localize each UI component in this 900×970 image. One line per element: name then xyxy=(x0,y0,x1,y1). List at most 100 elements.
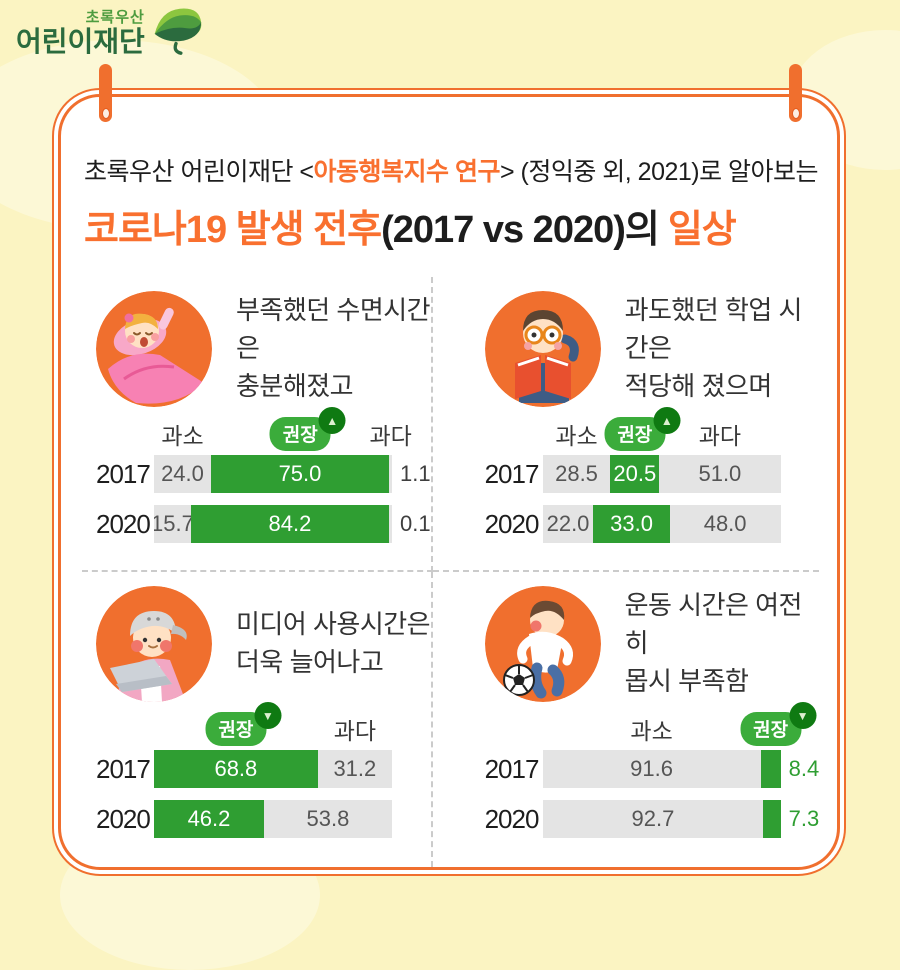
year-label: 2020 xyxy=(96,803,151,834)
year-label: 2017 xyxy=(96,753,151,784)
column-header: 과다 xyxy=(659,419,780,449)
panel-caption: 운동 시간은 여전히 몹시 부족함 xyxy=(625,587,820,700)
year-label: 2017 xyxy=(484,458,540,489)
bar-segment: 51.0 xyxy=(659,455,781,493)
bar-segment xyxy=(389,505,392,543)
soccer-child-illustration xyxy=(484,586,601,702)
chart-row: 2020 46.2 53.8 xyxy=(96,800,431,838)
recommended-badge: 권장 ▲ xyxy=(269,407,346,451)
year-label: 2020 xyxy=(484,508,540,539)
chart-row: 2017 24.0 75.0 1.1 xyxy=(96,455,431,493)
caption-line: 부족했던 수면시간은 xyxy=(236,295,431,364)
stacked-bar: 68.8 31.2 xyxy=(154,750,392,788)
stacked-bar: 92.7 xyxy=(542,800,781,838)
paper-pin-icon xyxy=(99,64,112,122)
exercise-time-chart: 과소 권장 ▼ 2017 91.6 8.4 2020 92.7 7.3 xyxy=(484,702,820,838)
column-header: 권장 ▲ xyxy=(211,407,389,451)
bar-segment: 53.8 xyxy=(263,800,392,838)
recommended-badge: 권장 ▲ xyxy=(604,407,681,451)
chart-row: 2017 68.8 31.2 xyxy=(96,750,431,788)
bar-segment: 20.5 xyxy=(610,455,660,493)
column-header: 권장 ▼ xyxy=(154,702,318,746)
foundation-logo-text: 초록우산 어린이재단 xyxy=(16,6,145,56)
column-label: 과소 xyxy=(161,423,204,449)
year-label: 2020 xyxy=(484,803,540,834)
bar-segment: 68.8 xyxy=(154,750,318,788)
chart-row: 2020 22.0 33.0 48.0 xyxy=(485,505,820,543)
panel-study: 과도했던 학업 시간은 적당해 졌으며 과소 권장 ▲ 과다 2017 28.5 20.5 5… xyxy=(432,277,820,572)
panel-sleep: 부족했던 수면시간은 충분해졌고 과소 권장 ▲ 과다 2017 24.0 75.0 1.1 2… xyxy=(82,277,433,572)
chart-column-headers: 과소 권장 ▲ 과다 xyxy=(543,407,781,451)
column-header: 과소 xyxy=(154,419,211,449)
caption-line: 충분해졌고 xyxy=(236,370,354,401)
logo-line-large: 어린이재단 xyxy=(16,26,145,57)
card-content: 초록우산 어린이재단 <아동행복지수 연구> (정익중 외, 2021)로 알아… xyxy=(70,106,828,867)
panel-exercise-top: 운동 시간은 여전히 몹시 부족함 xyxy=(484,586,820,702)
caption-line: 적당해 졌으며 xyxy=(624,370,773,401)
bar-segment: 33.0 xyxy=(593,505,670,543)
bar-segment: 28.5 xyxy=(542,455,611,493)
caption-line: 운동 시간은 여전히 xyxy=(624,590,803,659)
trend-up-icon: ▲ xyxy=(653,407,681,434)
stacked-bar: 91.6 xyxy=(542,750,781,788)
paper-pin-icon xyxy=(789,64,802,122)
column-label: 과소 xyxy=(555,423,598,449)
bar-segment: 91.6 xyxy=(542,750,761,788)
chart-column-headers: 권장 ▼ 과다 xyxy=(154,702,392,746)
year-label: 2017 xyxy=(484,753,540,784)
bar-segment: 22.0 xyxy=(542,505,594,543)
trend-down-icon: ▼ xyxy=(254,702,282,729)
stacked-bar: 15.784.2 xyxy=(154,505,392,543)
column-label: 과다 xyxy=(333,718,377,744)
chart-column-headers: 과소 권장 ▼ xyxy=(543,702,817,746)
bar-segment: 31.2 xyxy=(317,750,392,788)
column-header: 과다 xyxy=(370,419,412,449)
panel-media: 미디어 사용시간은 더욱 늘어나고 권장 ▼ 과다 2017 68.8 31.2 2020 4… xyxy=(82,572,433,867)
bar-segment: 84.2 xyxy=(190,505,389,543)
green-umbrella-leaf-icon xyxy=(147,4,205,61)
reading-child-illustration xyxy=(484,291,601,407)
study-time-chart: 과소 권장 ▲ 과다 2017 28.5 20.5 51.0 2020 22.0 33.0 48.0 xyxy=(484,407,820,543)
caption-line: 더욱 늘어나고 xyxy=(236,647,384,677)
laptop-child-illustration xyxy=(96,586,212,702)
column-header: 권장 ▲ xyxy=(604,407,681,451)
recommended-badge: 권장 ▼ xyxy=(740,702,817,746)
panel-caption: 과도했던 학업 시간은 적당해 졌으며 xyxy=(625,292,820,405)
trend-down-icon: ▼ xyxy=(789,702,817,729)
title-dark: (2017 vs 2020)의 xyxy=(381,209,660,251)
bar-segment xyxy=(389,455,392,493)
infographic-card-inner-border: 초록우산 어린이재단 <아동행복지수 연구> (정익중 외, 2021)로 알아… xyxy=(58,94,840,870)
chart-column-headers: 과소 권장 ▲ 과다 xyxy=(154,407,412,451)
intro-line: 초록우산 어린이재단 <아동행복지수 연구> (정익중 외, 2021)로 알아… xyxy=(84,152,819,188)
stacked-bar: 22.0 33.0 48.0 xyxy=(542,505,781,543)
infographic-card: 초록우산 어린이재단 <아동행복지수 연구> (정익중 외, 2021)로 알아… xyxy=(52,88,846,876)
intro-suffix: > (정익중 외, 2021)로 알아보는 xyxy=(499,158,819,186)
sleeping-child-illustration xyxy=(96,291,212,407)
chart-row: 2020 92.7 7.3 xyxy=(484,800,820,838)
panel-grid: 부족했던 수면시간은 충분해졌고 과소 권장 ▲ 과다 2017 24.0 75.0 1.1 2… xyxy=(82,277,820,867)
stacked-bar: 28.5 20.5 51.0 xyxy=(542,455,781,493)
column-header: 권장 ▼ xyxy=(740,702,817,746)
trend-up-icon: ▲ xyxy=(318,407,346,434)
bar-segment: 92.7 xyxy=(542,800,764,838)
bar-segment: 75.0 xyxy=(210,455,389,493)
year-label: 2017 xyxy=(96,458,151,489)
caption-line: 몹시 부족함 xyxy=(624,665,749,696)
outside-value: 8.4 xyxy=(788,756,820,781)
intro-prefix: 초록우산 어린이재단 < xyxy=(84,158,314,186)
stacked-bar: 24.0 75.0 xyxy=(154,455,392,493)
panel-study-top: 과도했던 학업 시간은 적당해 졌으며 xyxy=(484,291,820,407)
column-header: 과소 xyxy=(543,419,611,449)
bar-segment: 24.0 xyxy=(154,455,211,493)
outside-value: 0.1 xyxy=(400,511,431,536)
title-orange-2: 일상 xyxy=(667,209,737,251)
intro-highlight: 아동행복지수 연구 xyxy=(313,158,501,186)
year-label: 2020 xyxy=(96,508,151,539)
outside-value: 7.3 xyxy=(788,806,820,831)
panel-sleep-top: 부족했던 수면시간은 충분해졌고 xyxy=(96,291,431,407)
chart-row: 202015.784.2 0.1 xyxy=(96,505,431,543)
media-time-chart: 권장 ▼ 과다 2017 68.8 31.2 2020 46.2 53.8 xyxy=(96,702,431,838)
caption-line: 미디어 사용시간은 xyxy=(236,609,431,640)
column-header: 과다 xyxy=(318,714,392,744)
logo-line-small: 초록우산 xyxy=(85,9,145,26)
